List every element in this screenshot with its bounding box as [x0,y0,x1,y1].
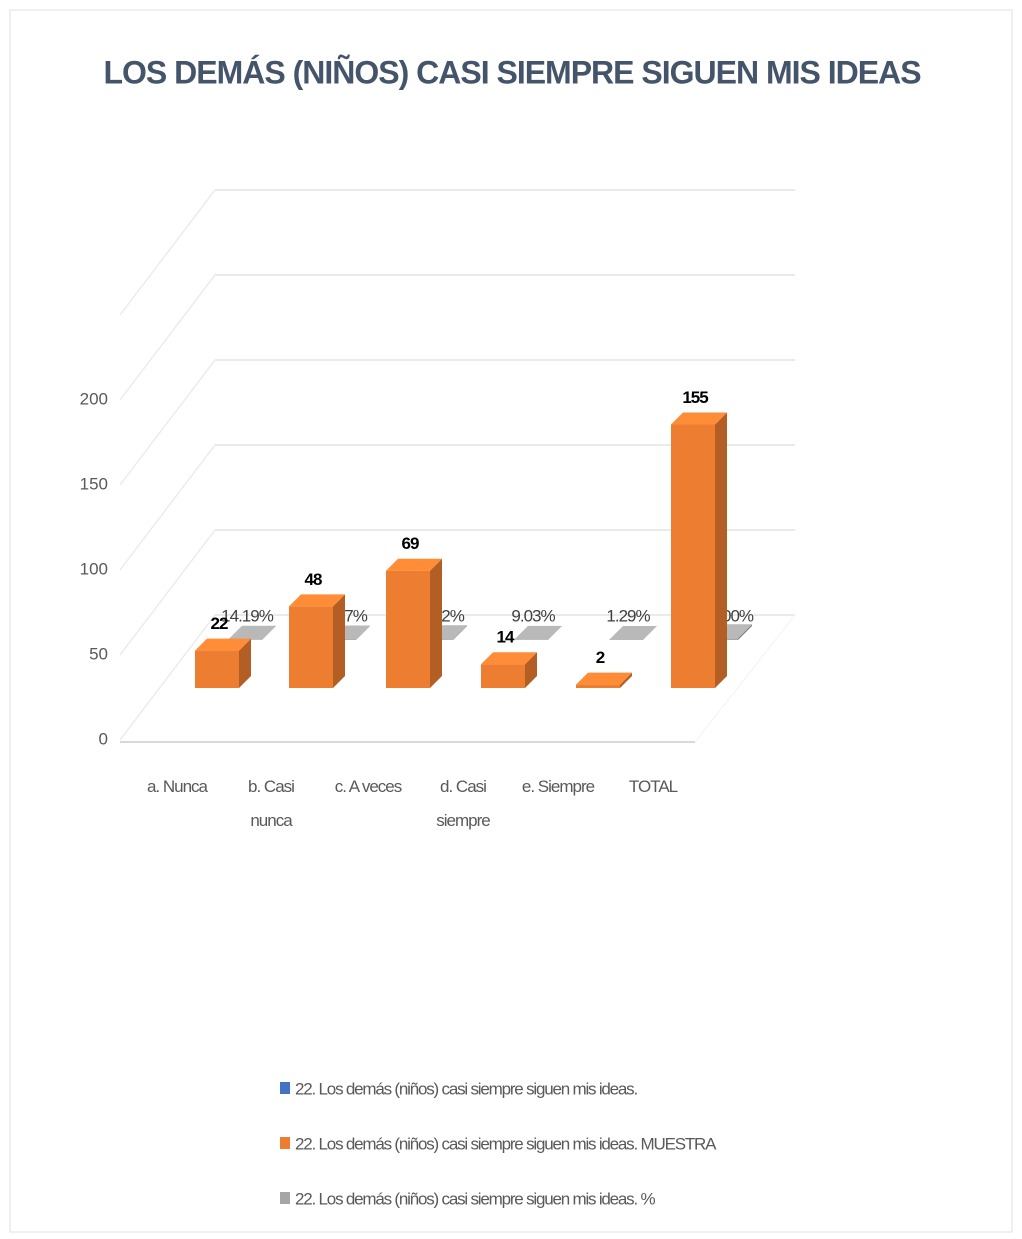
legend-swatch [280,1192,290,1204]
side-grid-line [119,359,216,486]
bar-side [430,558,442,688]
bar [481,652,537,688]
bar-front [481,664,525,688]
bar-side [715,412,727,688]
bar-side [239,638,251,688]
bar-side [333,594,345,688]
bar-front [195,650,239,688]
bar [514,625,562,640]
bar-front [289,606,333,688]
bar-top [289,594,345,607]
data-label: 48 [305,570,322,589]
bar-side [525,652,537,688]
legend-label: 22. Los demás (niños) casi siempre sigue… [295,1079,637,1098]
bar-side [738,624,752,640]
bar [671,412,727,688]
bar-front [671,424,715,688]
bar [576,672,632,688]
y-tick-label: 200 [80,389,108,408]
bar-side [548,625,562,640]
x-tick-label: d. Casi siempre [436,777,490,830]
bar-top [609,625,657,640]
legend-label: 22. Los demás (niños) casi siempre sigue… [295,1134,717,1153]
x-tick-label: TOTAL [628,777,678,796]
bar [195,638,251,688]
bar-front [576,684,620,688]
side-grid-line [119,529,216,656]
y-tick-label: 50 [89,644,108,663]
bar-top [481,652,537,665]
data-label: 14 [497,628,515,647]
data-label: 1.29% [606,606,650,625]
bar-side [356,625,370,640]
bar-top [671,412,727,425]
chart-frame [9,9,1013,1233]
side-grid-line [119,274,216,401]
x-tick-label: a. Nunca [146,777,208,796]
data-label: 2 [596,648,605,667]
bar [289,594,345,688]
y-tick-label: 100 [80,559,108,578]
legend-swatch [280,1082,290,1094]
data-label: 9.03% [511,606,555,625]
chart-title: LOS DEMÁS (NIÑOS) CASI SIEMPRE SIGUEN MI… [103,54,921,90]
x-tick-label: c. A veces [334,777,403,796]
top-side-line [119,189,216,316]
data-label: 69 [402,534,419,553]
bar [386,558,442,688]
data-label: 155 [682,388,708,407]
side-grid-line [119,444,216,571]
data-label: 22 [211,614,228,633]
x-tick-label: e. Siempre [521,777,595,796]
legend-swatch [280,1137,290,1149]
y-tick-label: 0 [99,729,108,748]
bar-side [262,625,276,640]
legend-label: 22. Los demás (niños) casi siempre sigue… [295,1189,656,1208]
bar-side [453,625,467,640]
side-grid-line [119,614,216,741]
bar-top [514,625,562,640]
floor-side [694,614,796,743]
bar-side [643,625,657,640]
bar-top [576,672,632,685]
data-label: 14.19% [221,606,274,625]
y-tick-label: 150 [80,474,108,493]
bar-top [228,625,276,640]
bar [609,625,657,640]
bar-top [195,638,251,651]
bar-side [620,672,632,688]
bar-top [386,558,442,571]
bar-front [386,570,430,688]
x-tick-label: b. Casi nunca [248,777,295,830]
